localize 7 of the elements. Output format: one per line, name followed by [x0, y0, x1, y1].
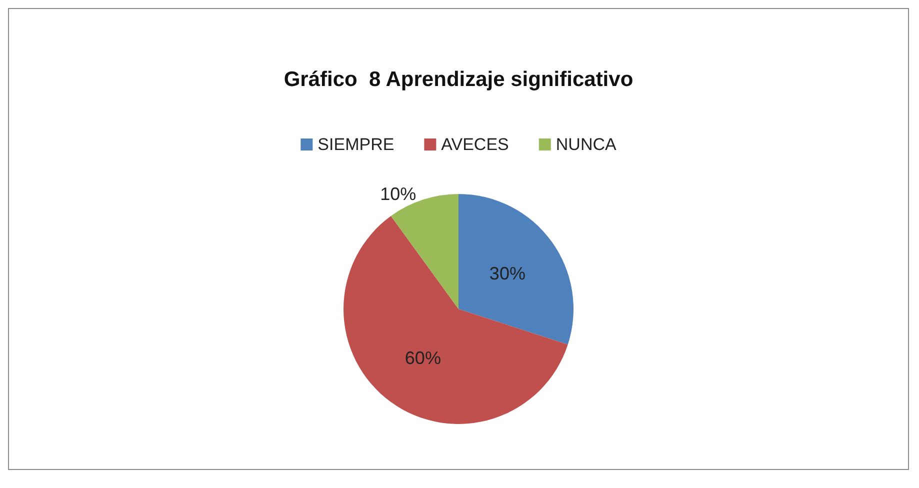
chart-title: Gráfico 8 Aprendizaje significativo [284, 68, 634, 91]
legend-label: NUNCA [556, 135, 617, 154]
data-label: 10% [380, 184, 416, 204]
legend-label: AVECES [441, 135, 509, 154]
legend-label: SIEMPRE [318, 135, 394, 154]
data-label: 30% [489, 263, 526, 284]
data-label: 60% [404, 348, 441, 368]
